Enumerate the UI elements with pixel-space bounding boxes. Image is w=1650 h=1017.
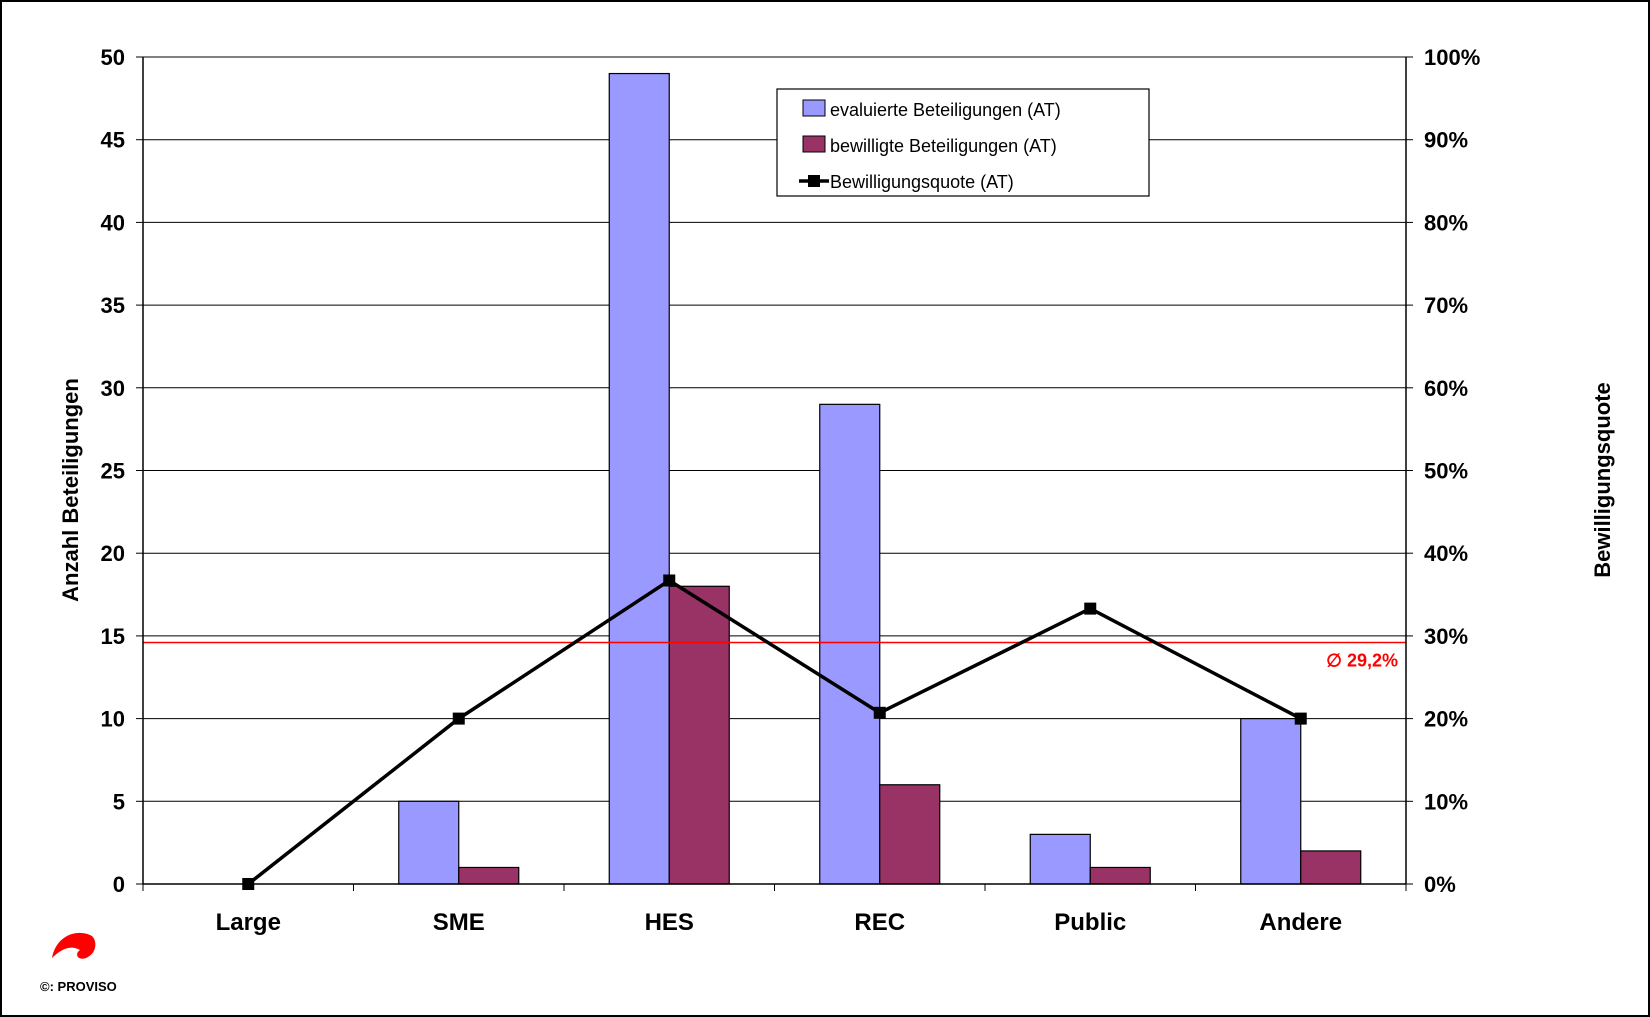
bar-evaluated — [1240, 717, 1302, 885]
rate-marker — [873, 706, 886, 719]
x-tick-label: SME — [433, 909, 485, 936]
rate-marker — [1294, 712, 1307, 725]
average-label: ∅ 29,2% — [1326, 651, 1398, 671]
bar-approved — [879, 784, 941, 885]
average-line-group: ∅ 29,2% — [143, 641, 1406, 671]
legend: evaluierte Beteiligungen (AT) bewilligte … — [776, 88, 1150, 197]
rate-line — [247, 578, 1302, 886]
y-tick-label: 45 — [101, 128, 125, 153]
y-axis-title: Anzahl Beteiligungen — [58, 378, 83, 602]
y2-tick-label: 20% — [1424, 707, 1468, 732]
rate-line-group — [242, 574, 1307, 890]
bar-evaluated — [608, 72, 670, 885]
y-tick-label: 35 — [101, 293, 125, 318]
bar-evaluated — [1029, 833, 1091, 885]
bars — [398, 72, 1362, 885]
y-tick-label: 50 — [101, 45, 125, 70]
bar-evaluated — [398, 800, 460, 885]
rate-marker — [452, 712, 465, 725]
bar-approved — [668, 585, 730, 885]
y-tick-label: 10 — [101, 707, 125, 732]
gridlines — [143, 56, 1406, 802]
y-tick-label: 20 — [101, 541, 125, 566]
y2-axis-title: Bewilligungsquote — [1590, 382, 1615, 578]
bar-evaluated — [819, 403, 881, 885]
y2-tick-label: 70% — [1424, 293, 1468, 318]
y-tick-label: 5 — [113, 789, 125, 814]
y2-tick-label: 60% — [1424, 376, 1468, 401]
rate-marker — [1084, 602, 1097, 615]
x-tick-label: Andere — [1259, 909, 1342, 936]
legend-swatch — [802, 99, 826, 117]
y-tick-label: 25 — [101, 459, 125, 484]
y2-tick-label: 40% — [1424, 541, 1468, 566]
y2-tick-label: 50% — [1424, 459, 1468, 484]
rate-marker — [663, 574, 676, 587]
y2-tick-label: 30% — [1424, 624, 1468, 649]
legend-box — [776, 88, 1150, 197]
y-tick-label: 40 — [101, 210, 125, 235]
copyright-label: ©: PROVISO — [40, 979, 117, 994]
x-tick-label: HES — [645, 909, 694, 936]
bar-approved — [1089, 866, 1151, 885]
bar-approved — [458, 866, 520, 885]
legend-swatch — [802, 135, 826, 153]
y-tick-label: 0 — [113, 872, 125, 897]
x-tick-label: Public — [1054, 909, 1126, 936]
legend-swatch-marker — [808, 175, 820, 187]
bar-approved — [1300, 850, 1362, 885]
proviso-logo — [52, 932, 96, 959]
y2-tick-label: 100% — [1424, 45, 1480, 70]
axes: 0 5 10 15 20 25 30 35 40 45 50 0% 10% 20% 30% 40% 50% 60%… — [101, 45, 1481, 936]
y2-tick-label: 0% — [1424, 872, 1456, 897]
legend-label: bewilligte Beteiligungen (AT) — [830, 136, 1057, 156]
y-tick-label: 15 — [101, 624, 125, 649]
x-tick-label: Large — [216, 909, 281, 936]
x-tick-label: REC — [854, 909, 905, 936]
legend-label: evaluierte Beteiligungen (AT) — [830, 100, 1061, 120]
y-tick-label: 30 — [101, 376, 125, 401]
y2-tick-label: 90% — [1424, 128, 1468, 153]
legend-label: Bewilligungsquote (AT) — [830, 172, 1014, 192]
y2-tick-label: 80% — [1424, 210, 1468, 235]
y2-tick-label: 10% — [1424, 789, 1468, 814]
logo-icon — [52, 932, 96, 959]
